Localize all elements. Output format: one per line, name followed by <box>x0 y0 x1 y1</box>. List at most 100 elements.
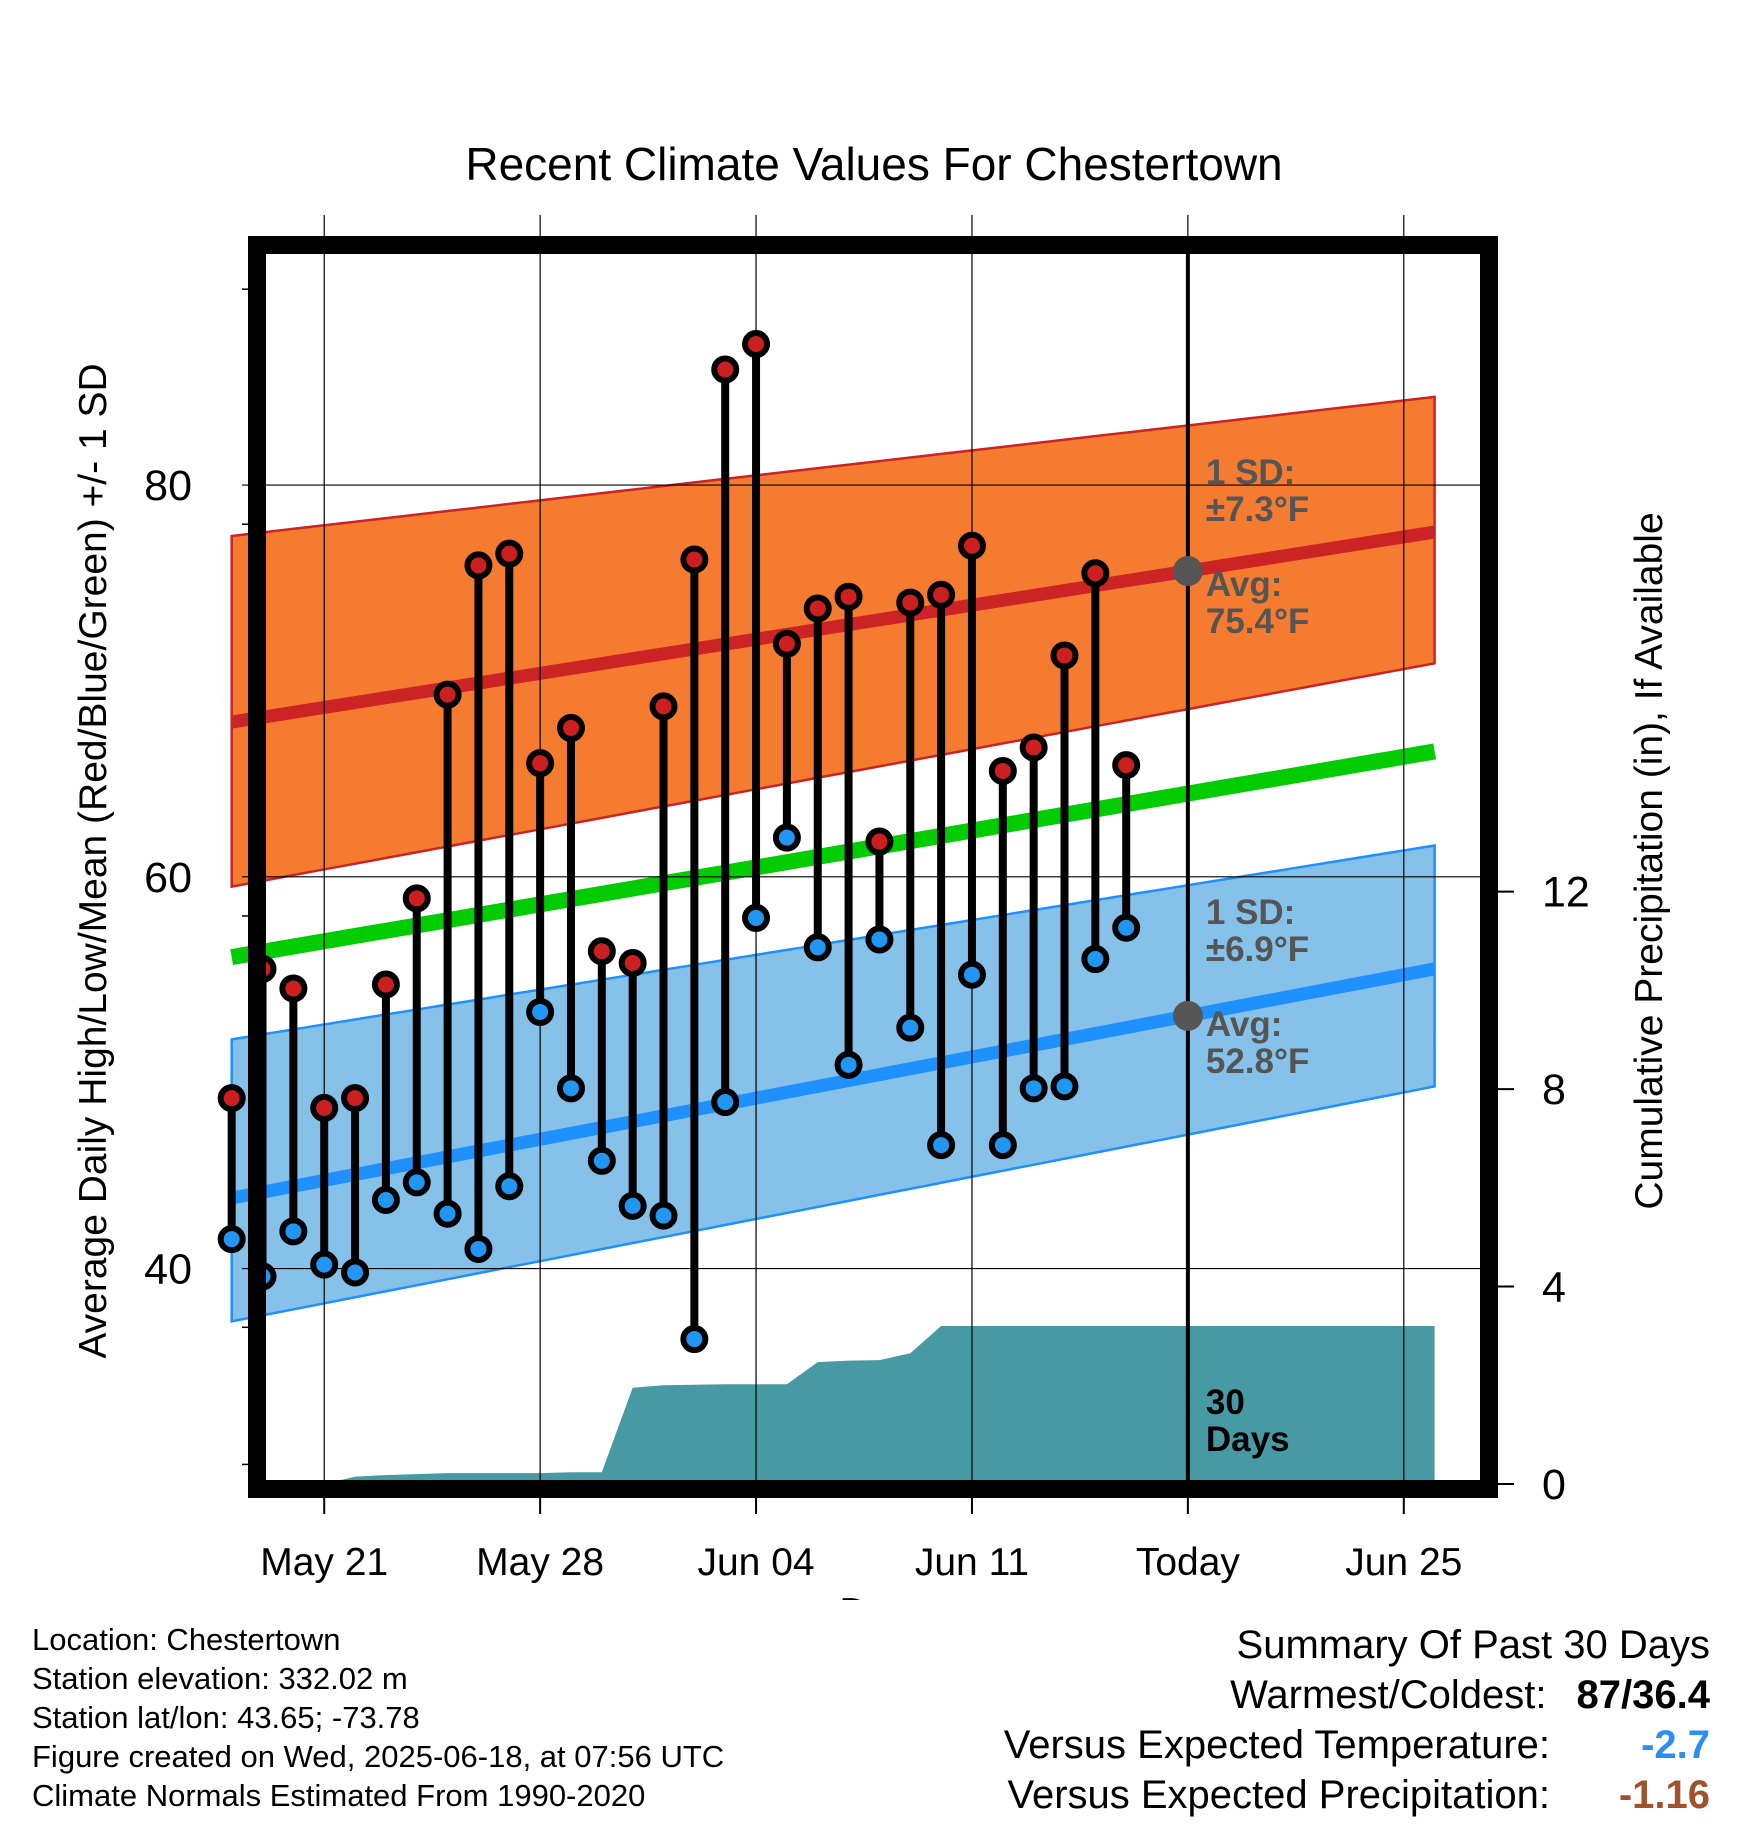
summary-panel: Summary Of Past 30 Days Warmest/Coldest:… <box>1004 1620 1710 1820</box>
plot-frame <box>248 236 1498 1498</box>
y-left-tick-label: 80 <box>144 462 192 510</box>
daily-high-point <box>772 629 801 658</box>
normals-text: Climate Normals Estimated From 1990-2020 <box>32 1778 646 1813</box>
daily-high-point <box>433 680 462 709</box>
y-axis-right-label: Cumulative Precipitation (in), If Availa… <box>1628 512 1671 1209</box>
daily-low-point <box>618 1191 647 1220</box>
daily-low-point <box>556 1074 585 1103</box>
daily-low-point <box>526 997 555 1026</box>
daily-high-point <box>217 1084 246 1113</box>
y-right-tick-label: 4 <box>1542 1264 1566 1312</box>
daily-high-point <box>988 757 1017 786</box>
plot-area: 1 SD: ±7.3°F Avg: 75.4°F 1 SD: ±6.9°F Avg: 52.8… <box>144 215 1590 1584</box>
daily-low-point <box>402 1168 431 1197</box>
today-low-avg-marker <box>1172 1000 1203 1031</box>
daily-low-point <box>834 1050 863 1079</box>
warm-cold-value: 87/36.4 <box>1576 1673 1710 1717</box>
x-tick-label: Jun 25 <box>1345 1541 1462 1584</box>
daily-high-point <box>464 551 493 580</box>
precip-area <box>231 1326 1435 1484</box>
daily-low-point <box>1081 945 1110 974</box>
y-right-tick-label: 12 <box>1542 869 1590 917</box>
daily-low-point <box>341 1258 370 1287</box>
y-left-tick-label: 60 <box>144 854 192 902</box>
x-tick-label: Jun 04 <box>697 1541 814 1584</box>
daily-low-point <box>896 1013 925 1042</box>
climate-chart: Recent Climate Values For Chestertown 1 … <box>72 138 1671 1600</box>
daily-high-point <box>279 974 308 1003</box>
y-right-tick-label: 8 <box>1542 1066 1566 1114</box>
daily-high-point <box>957 531 986 560</box>
x-axis-label: Day <box>839 1591 909 1600</box>
daily-high-point <box>834 582 863 611</box>
daily-high-point <box>1050 641 1079 670</box>
temp-departure-value: -2.7 <box>1641 1723 1710 1767</box>
precip-departure-value: -1.16 <box>1618 1773 1710 1817</box>
low-sd-annotation: 1 SD: ±6.9°F <box>1206 893 1309 969</box>
summary-warm-cold: Warmest/Coldest: 87/36.4 <box>1004 1670 1710 1720</box>
daily-high-point <box>526 749 555 778</box>
daily-high-point <box>896 588 925 617</box>
low-avg-annotation: Avg: 52.8°F <box>1206 1005 1310 1081</box>
warm-cold-label: Warmest/Coldest: <box>1230 1673 1547 1717</box>
daily-high-point <box>402 884 431 913</box>
x-tick-label: May 28 <box>476 1541 604 1584</box>
daily-high-point <box>310 1093 339 1122</box>
daily-low-point <box>371 1185 400 1214</box>
daily-high-point <box>341 1084 370 1113</box>
location-text: Location: Chestertown <box>32 1622 341 1657</box>
x-tick-label: Today <box>1136 1541 1241 1584</box>
daily-high-point <box>803 594 832 623</box>
daily-high-point <box>618 948 647 977</box>
daily-low-point <box>310 1250 339 1279</box>
days-label: 30 Days <box>1206 1383 1290 1459</box>
daily-low-point <box>680 1325 709 1354</box>
daily-low-point <box>927 1131 956 1160</box>
daily-high-point <box>587 937 616 966</box>
daily-high-point <box>1112 751 1141 780</box>
temp-departure-label: Versus Expected Temperature: <box>1003 1723 1550 1767</box>
y-left-tick-label: 40 <box>144 1246 192 1294</box>
elevation-text: Station elevation: 332.02 m <box>32 1661 408 1696</box>
high-normal-line <box>230 525 1436 729</box>
y-axis-left-label: Average Daily High/Low/Mean (Red/Blue/Gr… <box>72 363 115 1358</box>
daily-low-point <box>1112 913 1141 942</box>
daily-low-point <box>711 1088 740 1117</box>
low-normal-line <box>230 962 1436 1205</box>
summary-title: Summary Of Past 30 Days <box>1236 1623 1710 1667</box>
daily-low-point <box>1019 1074 1048 1103</box>
daily-low-point <box>957 960 986 989</box>
daily-low-point <box>988 1131 1017 1160</box>
station-info: Location: Chestertown Station elevation:… <box>32 1620 724 1815</box>
daily-high-point <box>1019 733 1048 762</box>
daily-high-point <box>1081 559 1110 588</box>
daily-low-point <box>742 903 771 932</box>
daily-high-point <box>865 827 894 856</box>
daily-low-point <box>217 1225 246 1254</box>
daily-high-point <box>371 970 400 999</box>
daily-low-point <box>433 1199 462 1228</box>
daily-low-point <box>772 823 801 852</box>
mean-normal-line <box>230 743 1436 965</box>
precip-departure-label: Versus Expected Precipitation: <box>1007 1773 1550 1817</box>
daily-low-point <box>279 1217 308 1246</box>
daily-low-point <box>803 933 832 962</box>
daily-high-point <box>556 713 585 742</box>
daily-low-point <box>865 925 894 954</box>
daily-high-point <box>927 580 956 609</box>
x-tick-label: May 21 <box>260 1541 388 1584</box>
daily-high-point <box>742 330 771 359</box>
daily-low-point <box>1050 1072 1079 1101</box>
high-avg-annotation: Avg: 75.4°F <box>1206 565 1310 641</box>
summary-precip: Versus Expected Precipitation: -1.16 <box>1004 1770 1710 1820</box>
high-sd-annotation: 1 SD: ±7.3°F <box>1206 453 1309 529</box>
daily-low-point <box>649 1201 678 1230</box>
created-text: Figure created on Wed, 2025-06-18, at 07… <box>32 1739 725 1774</box>
daily-low-point <box>587 1146 616 1175</box>
daily-low-point <box>464 1234 493 1263</box>
daily-high-point <box>495 539 524 568</box>
daily-high-point <box>711 355 740 384</box>
daily-high-point <box>680 545 709 574</box>
latlon-text: Station lat/lon: 43.65; -73.78 <box>32 1700 420 1735</box>
summary-temp: Versus Expected Temperature: -2.7 <box>1004 1720 1710 1770</box>
